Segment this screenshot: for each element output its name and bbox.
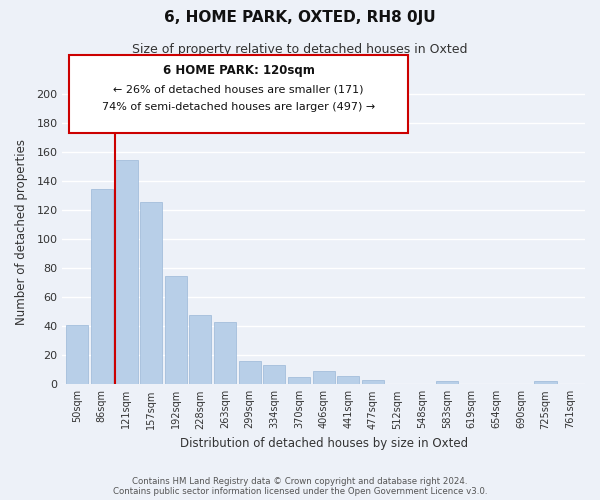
Text: Contains public sector information licensed under the Open Government Licence v3: Contains public sector information licen… bbox=[113, 486, 487, 496]
Bar bbox=[288, 377, 310, 384]
Bar bbox=[535, 382, 557, 384]
Text: Contains HM Land Registry data © Crown copyright and database right 2024.: Contains HM Land Registry data © Crown c… bbox=[132, 476, 468, 486]
X-axis label: Distribution of detached houses by size in Oxted: Distribution of detached houses by size … bbox=[179, 437, 468, 450]
Text: 6 HOME PARK: 120sqm: 6 HOME PARK: 120sqm bbox=[163, 64, 314, 77]
Text: Size of property relative to detached houses in Oxted: Size of property relative to detached ho… bbox=[132, 42, 468, 56]
Bar bbox=[263, 366, 286, 384]
Bar bbox=[66, 325, 88, 384]
Bar bbox=[189, 315, 211, 384]
Bar bbox=[337, 376, 359, 384]
Bar bbox=[115, 160, 137, 384]
Text: ← 26% of detached houses are smaller (171): ← 26% of detached houses are smaller (17… bbox=[113, 84, 364, 94]
Bar bbox=[362, 380, 384, 384]
Bar bbox=[313, 372, 335, 384]
Text: 74% of semi-detached houses are larger (497) →: 74% of semi-detached houses are larger (… bbox=[102, 102, 375, 113]
Y-axis label: Number of detached properties: Number of detached properties bbox=[15, 139, 28, 325]
Bar bbox=[214, 322, 236, 384]
Bar bbox=[239, 361, 261, 384]
Text: 6, HOME PARK, OXTED, RH8 0JU: 6, HOME PARK, OXTED, RH8 0JU bbox=[164, 10, 436, 25]
Bar bbox=[140, 202, 162, 384]
Bar bbox=[91, 188, 113, 384]
Bar bbox=[436, 382, 458, 384]
Bar bbox=[164, 276, 187, 384]
